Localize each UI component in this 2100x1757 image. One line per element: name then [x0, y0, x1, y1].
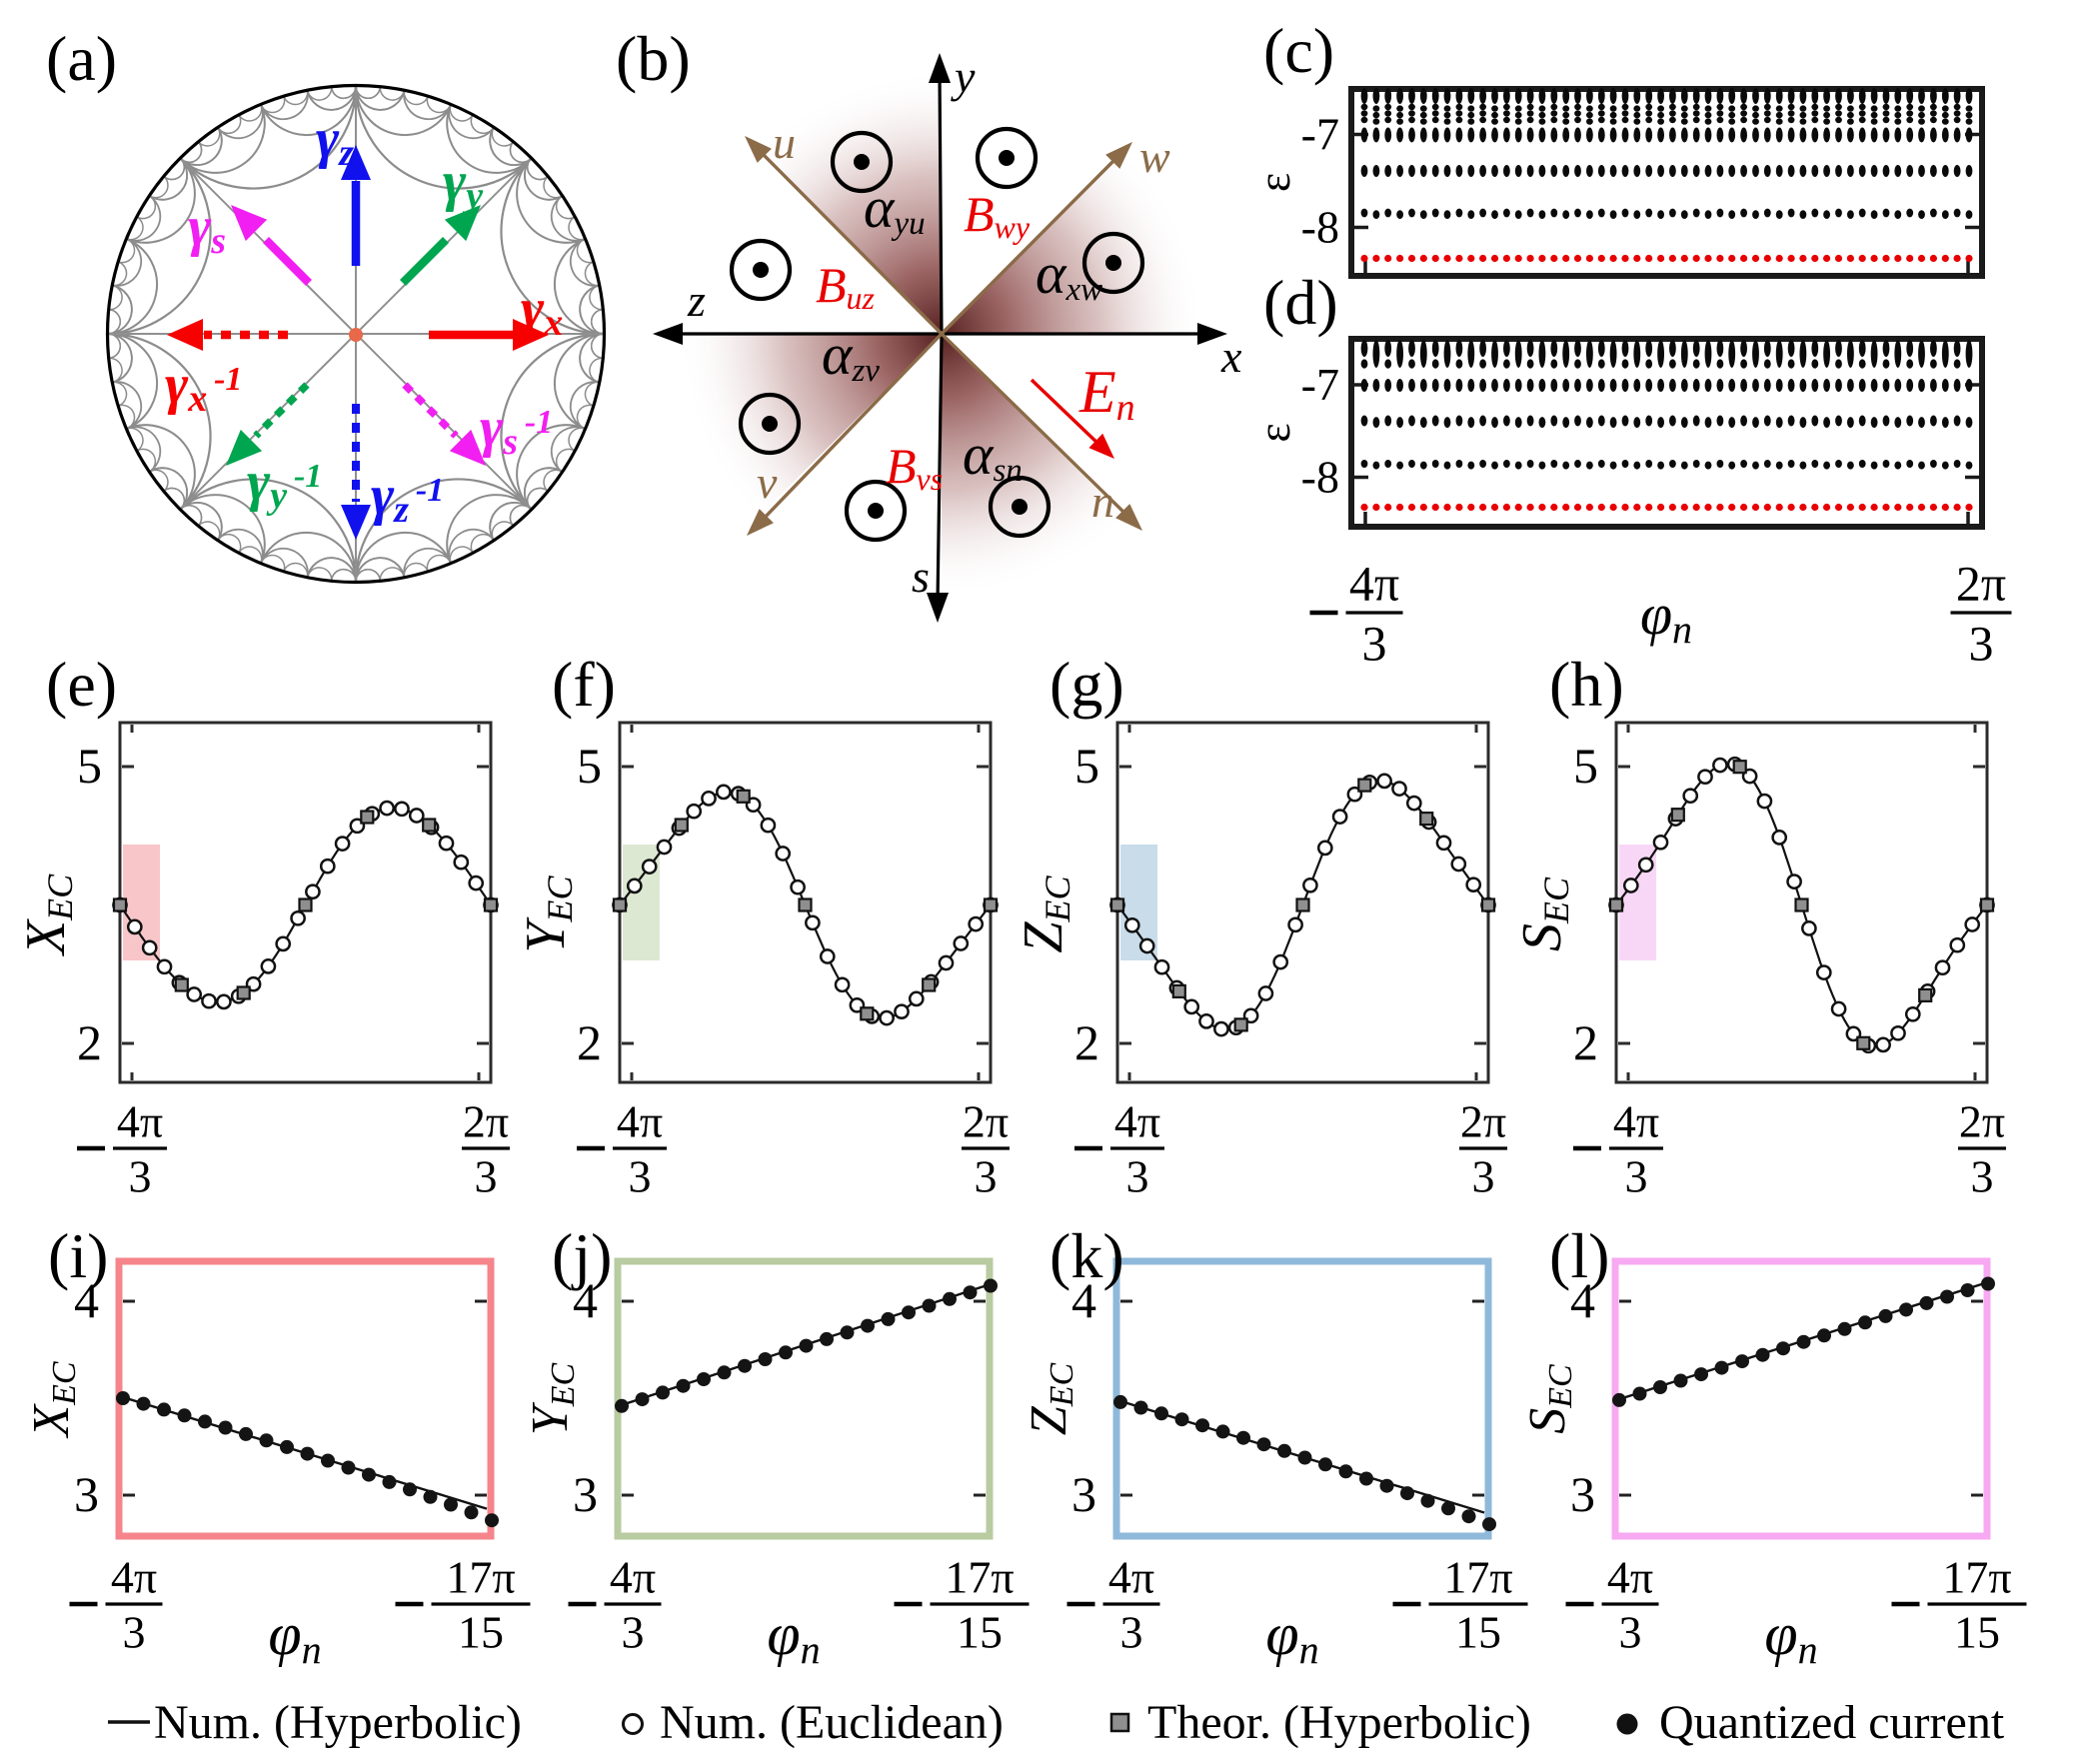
- svg-text:s: s: [912, 551, 930, 602]
- svg-text:17π: 17π: [1942, 1552, 2011, 1603]
- svg-text:2π: 2π: [463, 1096, 509, 1147]
- svg-text:17π: 17π: [446, 1552, 515, 1603]
- svg-text:Theor. (Hyperbolic): Theor. (Hyperbolic): [1147, 1696, 1531, 1749]
- svg-text:3: 3: [1120, 1607, 1143, 1658]
- svg-text:3: 3: [622, 1607, 645, 1658]
- svg-text:4π: 4π: [1114, 1096, 1160, 1147]
- svg-text:n: n: [1091, 476, 1114, 527]
- svg-text:5: 5: [77, 738, 102, 794]
- svg-text:3: 3: [573, 1466, 598, 1522]
- svg-text:3: 3: [1619, 1607, 1642, 1658]
- svg-text:(f): (f): [552, 649, 616, 720]
- svg-text:(j): (j): [552, 1220, 612, 1291]
- svg-text:γs: γs: [188, 196, 226, 262]
- svg-text:(h): (h): [1549, 649, 1624, 720]
- svg-text:3: 3: [1362, 616, 1387, 672]
- svg-text:3: 3: [475, 1151, 498, 1202]
- svg-text:z: z: [687, 275, 706, 326]
- svg-text:w: w: [1139, 131, 1170, 182]
- svg-text:3: 3: [74, 1466, 99, 1522]
- svg-text:(a): (a): [46, 23, 117, 94]
- svg-text:2: 2: [577, 1014, 602, 1070]
- svg-text:3: 3: [129, 1151, 152, 1202]
- svg-text:Num. (Euclidean): Num. (Euclidean): [660, 1696, 1004, 1749]
- svg-text:u: u: [773, 117, 796, 168]
- svg-text:-8: -8: [1301, 202, 1339, 253]
- svg-text:3: 3: [1071, 1466, 1096, 1522]
- svg-text:15: 15: [1954, 1607, 2000, 1658]
- svg-text:Num. (Hyperbolic): Num. (Hyperbolic): [154, 1696, 522, 1749]
- svg-text:3: 3: [1971, 1151, 1994, 1202]
- svg-text:4π: 4π: [1349, 556, 1399, 612]
- svg-text:5: 5: [1074, 738, 1099, 794]
- svg-text:4π: 4π: [1108, 1552, 1154, 1603]
- svg-text:5: 5: [577, 738, 602, 794]
- svg-text:-7: -7: [1301, 359, 1339, 410]
- svg-text:3: 3: [1969, 616, 1994, 672]
- svg-text:4: 4: [1071, 1272, 1096, 1328]
- svg-text:4π: 4π: [610, 1552, 656, 1603]
- svg-text:4π: 4π: [1607, 1552, 1653, 1603]
- svg-text:ε: ε: [1248, 423, 1299, 442]
- svg-text:-7: -7: [1301, 109, 1339, 160]
- svg-text:17π: 17π: [1443, 1552, 1512, 1603]
- svg-text:(k): (k): [1050, 1220, 1124, 1291]
- svg-text:Quantized current: Quantized current: [1659, 1696, 2005, 1749]
- svg-text:v: v: [757, 457, 778, 508]
- svg-text:-8: -8: [1301, 452, 1339, 503]
- svg-text:4: 4: [1570, 1272, 1595, 1328]
- svg-text:4: 4: [573, 1272, 598, 1328]
- svg-text:(l): (l): [1549, 1220, 1609, 1291]
- svg-text:5: 5: [1573, 738, 1598, 794]
- svg-text:15: 15: [458, 1607, 504, 1658]
- svg-text:4π: 4π: [1613, 1096, 1659, 1147]
- svg-text:ZEC: ZEC: [1021, 1362, 1080, 1435]
- svg-text:3: 3: [1570, 1466, 1595, 1522]
- svg-text:3: 3: [975, 1151, 998, 1202]
- svg-text:3: 3: [1126, 1151, 1149, 1202]
- svg-text:2: 2: [1074, 1014, 1099, 1070]
- svg-text:3: 3: [1625, 1151, 1648, 1202]
- svg-text:φn: φn: [1764, 1601, 1817, 1672]
- svg-text:(d): (d): [1263, 267, 1338, 338]
- svg-text:(c): (c): [1263, 15, 1334, 86]
- svg-text:3: 3: [629, 1151, 652, 1202]
- svg-text:2π: 2π: [1460, 1096, 1506, 1147]
- svg-text:(g): (g): [1050, 649, 1124, 720]
- svg-text:2: 2: [1573, 1014, 1598, 1070]
- svg-text:3: 3: [123, 1607, 146, 1658]
- svg-text:φn: φn: [767, 1601, 820, 1672]
- svg-text:y: y: [951, 51, 976, 102]
- svg-text:2π: 2π: [963, 1096, 1009, 1147]
- svg-text:Bvs: Bvs: [886, 438, 943, 497]
- svg-text:x: x: [1220, 331, 1242, 382]
- svg-text:2π: 2π: [1956, 556, 2006, 612]
- svg-text:4π: 4π: [117, 1096, 163, 1147]
- svg-text:(e): (e): [46, 649, 117, 720]
- svg-text:4: 4: [74, 1272, 99, 1328]
- svg-text:2π: 2π: [1959, 1096, 2005, 1147]
- svg-text:2: 2: [77, 1014, 102, 1070]
- svg-text:ε: ε: [1248, 173, 1299, 192]
- svg-text:(b): (b): [616, 23, 691, 94]
- svg-text:17π: 17π: [945, 1552, 1014, 1603]
- svg-text:(i): (i): [48, 1220, 108, 1291]
- svg-text:φn: φn: [1265, 1601, 1318, 1672]
- svg-text:4π: 4π: [111, 1552, 157, 1603]
- svg-text:3: 3: [1472, 1151, 1495, 1202]
- svg-text:γx: γx: [521, 278, 563, 344]
- svg-text:15: 15: [957, 1607, 1003, 1658]
- svg-text:4π: 4π: [617, 1096, 663, 1147]
- svg-text:15: 15: [1455, 1607, 1501, 1658]
